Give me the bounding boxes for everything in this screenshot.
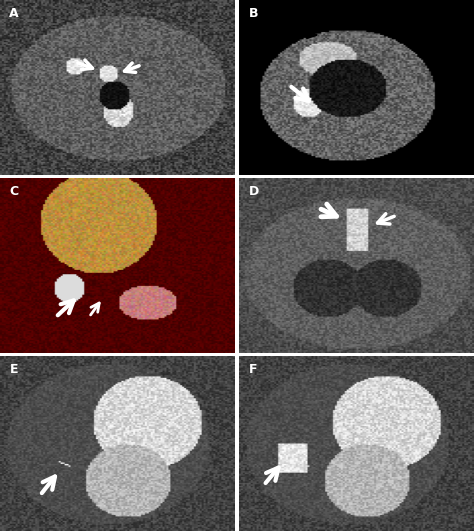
- Text: E: E: [9, 363, 18, 376]
- Text: A: A: [9, 7, 19, 20]
- Text: B: B: [249, 7, 258, 20]
- Text: D: D: [249, 185, 259, 198]
- Text: C: C: [9, 185, 18, 198]
- Text: F: F: [249, 363, 257, 376]
